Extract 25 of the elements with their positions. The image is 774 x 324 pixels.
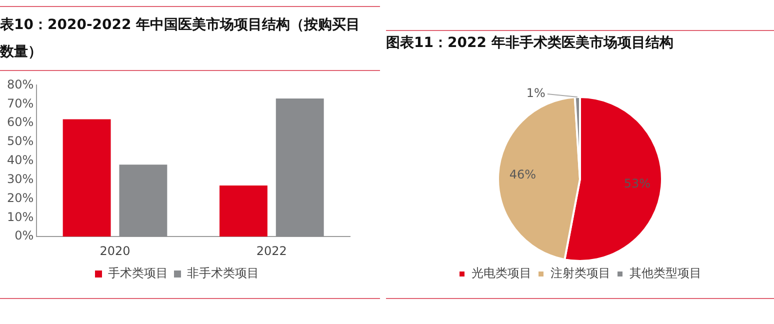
x-tick-label: 2022 (256, 244, 287, 258)
y-tick-label: 10% (7, 210, 34, 224)
x-tick-label: 2020 (100, 244, 130, 258)
y-tick-label: 80% (7, 77, 34, 92)
bar (119, 164, 168, 237)
data-label: 46% (509, 168, 536, 182)
y-tick-label: 20% (7, 190, 34, 205)
y-tick-label: 0% (14, 228, 34, 243)
legend-label: 注射类项目 (550, 266, 610, 280)
legend-label: 非手术类项目 (187, 266, 259, 280)
chart-title: 图表11：2022 年非手术类医美市场项目结构 (386, 34, 674, 53)
y-tick-label: 30% (7, 172, 34, 186)
bar (220, 186, 268, 237)
bar (62, 119, 111, 237)
y-tick-label: 50% (7, 134, 34, 148)
data-label: 1% (526, 86, 546, 100)
chart-title: 表10：2020-2022 年中国医美市场项目结构（按购买目数量） (0, 16, 362, 62)
legend-label: 其他类型项目 (630, 266, 702, 280)
legend-label: 光电类项目 (472, 266, 532, 280)
y-tick-label: 60% (7, 115, 34, 130)
data-label: 53% (624, 176, 650, 191)
bar (276, 98, 324, 237)
y-tick-label: 40% (7, 153, 34, 168)
y-tick-label: 70% (7, 96, 34, 110)
legend-label: 手术类项目 (108, 266, 168, 280)
